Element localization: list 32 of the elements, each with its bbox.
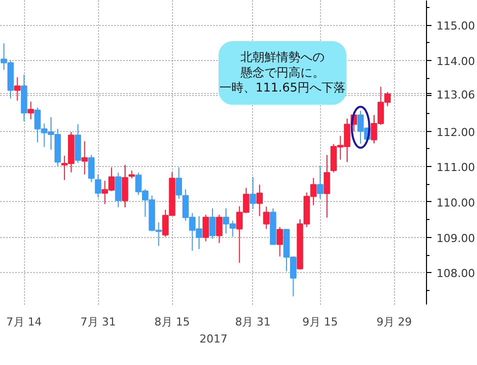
y-tick-label: 108.00 xyxy=(436,267,475,280)
candlestick xyxy=(263,206,270,230)
annotation: 北朝鮮情勢への懸念で円高に。一時、111.65円へ下落 xyxy=(219,50,346,94)
y-tick-label: 109.00 xyxy=(436,232,475,245)
x-tick-label: 7月 14 xyxy=(6,316,42,328)
candlestick xyxy=(250,176,256,210)
y-tick-label: 112.00 xyxy=(436,126,475,139)
candlestick xyxy=(209,208,216,240)
y-tick-label: 114.00 xyxy=(436,55,475,68)
candlestick xyxy=(94,174,102,198)
y-tick-label: 113.06 xyxy=(436,88,475,102)
candlestick xyxy=(88,154,95,183)
x-tick-label: 8月 31 xyxy=(235,316,271,328)
candlestick xyxy=(115,172,122,208)
candlestick xyxy=(324,154,330,218)
y-tick-label: 111.00 xyxy=(436,161,475,174)
x-axis-title: 2017 xyxy=(200,332,228,346)
candlestick xyxy=(81,140,88,175)
candlestick xyxy=(122,164,128,208)
candlestick xyxy=(276,226,283,257)
y-tick-label: 115.00 xyxy=(436,20,475,33)
x-tick-label: 9月 29 xyxy=(376,316,412,328)
candlestick xyxy=(28,101,34,120)
candlestick xyxy=(256,184,263,217)
y-tick-label: 110.00 xyxy=(436,196,475,210)
x-tick-label: 8月 15 xyxy=(154,316,190,328)
x-tick-label: 9月 15 xyxy=(302,316,338,328)
candlestick xyxy=(202,214,209,242)
candlestick xyxy=(216,214,222,244)
candlestick xyxy=(316,165,324,200)
candlestick xyxy=(14,76,21,102)
x-tick-label: 7月 31 xyxy=(80,316,116,328)
